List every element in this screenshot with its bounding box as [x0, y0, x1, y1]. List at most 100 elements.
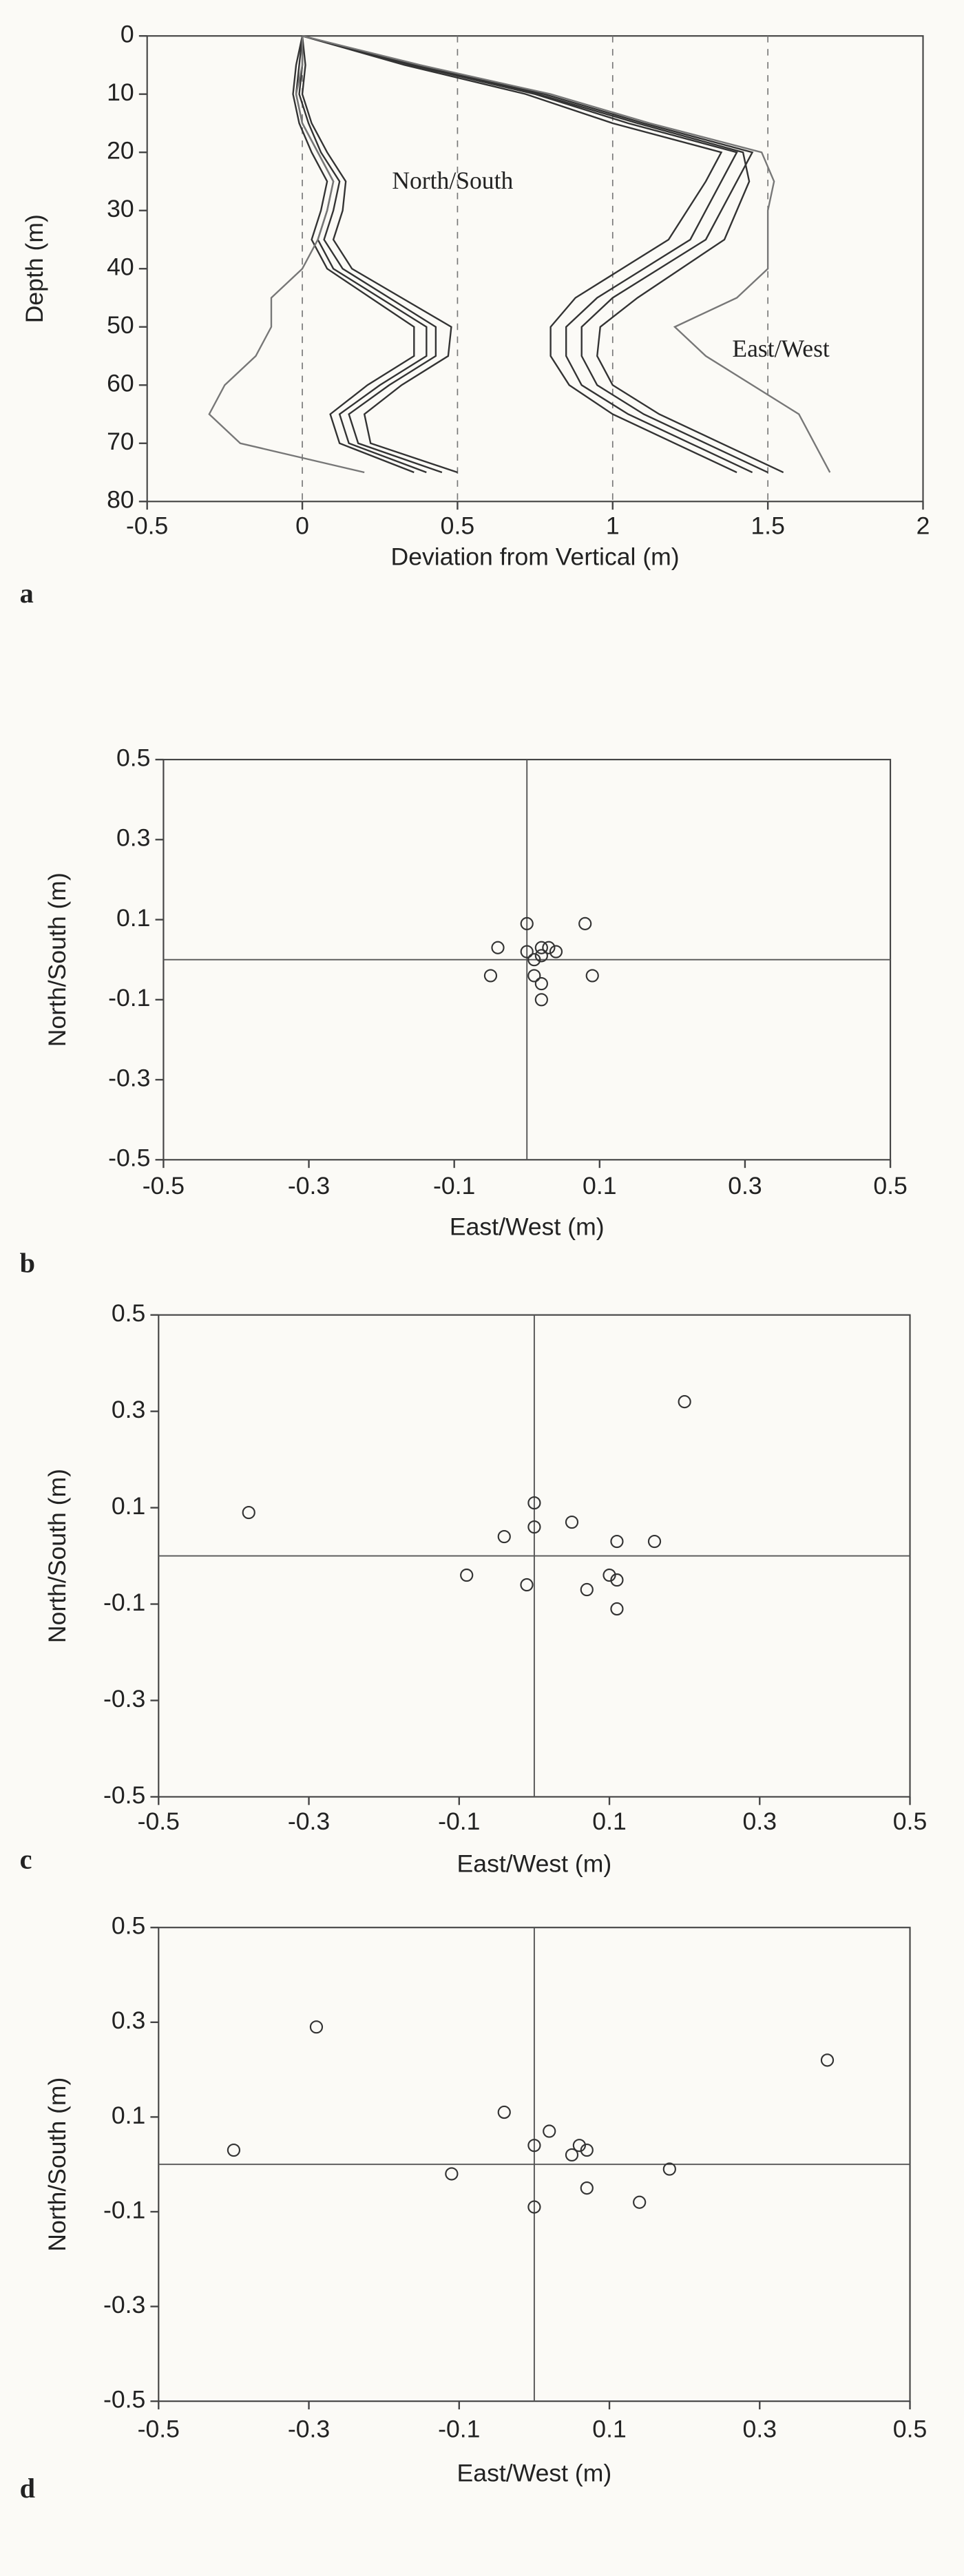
y-axis-label: North/South (m)	[43, 1469, 71, 1643]
x-tick-label: -0.1	[438, 2415, 480, 2442]
point	[460, 1568, 474, 1582]
x-tick-label: 0	[295, 512, 309, 540]
point	[578, 917, 592, 930]
y-tick-label: 30	[107, 195, 134, 222]
point	[491, 941, 505, 954]
x-tick-label: 0.5	[893, 2415, 927, 2442]
point	[549, 945, 563, 959]
x-tick-label: -0.5	[143, 1172, 185, 1200]
profile-line	[298, 36, 443, 474]
panel-label: b	[20, 1248, 35, 1279]
x-tick-label: -0.1	[438, 1808, 480, 1835]
point	[534, 993, 548, 1007]
point	[633, 2195, 647, 2209]
annotation: North/South	[392, 167, 513, 194]
point	[542, 941, 556, 954]
profile-line	[302, 35, 768, 474]
x-tick-label: 1.5	[751, 512, 784, 540]
x-tick-label: 0.5	[873, 1172, 907, 1200]
x-tick-label: 2	[916, 512, 930, 540]
point	[580, 2143, 594, 2157]
point	[543, 2124, 556, 2138]
y-tick-label: 60	[107, 370, 134, 397]
panel-label: a	[20, 578, 34, 609]
y-tick-label: 0.3	[116, 824, 150, 852]
x-tick-label: 0.5	[441, 512, 474, 540]
annotation: East/West	[732, 335, 830, 362]
point	[610, 1534, 624, 1549]
x-tick-label: 1	[606, 512, 620, 540]
panel-label: d	[20, 2473, 35, 2504]
x-axis-label: East/West (m)	[450, 1213, 605, 1240]
profile-line	[295, 36, 428, 474]
x-tick-label: -0.1	[433, 1172, 475, 1200]
y-tick-label: 80	[107, 486, 134, 514]
profile-line	[302, 35, 753, 474]
point	[534, 949, 548, 963]
point	[497, 1529, 511, 1544]
point	[678, 1394, 691, 1409]
point	[527, 1496, 541, 1510]
point	[445, 2167, 459, 2181]
x-tick-label: 0.3	[728, 1172, 762, 1200]
y-tick-label: -0.3	[108, 1064, 150, 1091]
y-tick-label: 0.1	[112, 1492, 145, 1520]
y-tick-label: 0.3	[112, 2007, 145, 2034]
y-tick-label: -0.1	[103, 2196, 145, 2223]
y-axis-label: Depth (m)	[21, 214, 48, 323]
profile-line	[302, 35, 784, 474]
y-tick-label: 0.1	[116, 904, 150, 932]
point	[565, 1515, 579, 1529]
y-tick-label: 0	[120, 21, 134, 48]
y-axis-label: North/South (m)	[43, 872, 71, 1047]
y-tick-label: 50	[107, 311, 134, 339]
x-axis-label: East/West (m)	[457, 2459, 612, 2486]
point	[602, 1568, 616, 1582]
x-tick-label: -0.3	[288, 1172, 330, 1200]
x-tick-label: 0.3	[743, 1808, 777, 1835]
x-tick-label: 0.1	[583, 1172, 616, 1200]
y-tick-label: -0.3	[103, 1685, 145, 1713]
y-tick-label: 70	[107, 428, 134, 455]
y-tick-label: 0.5	[112, 1912, 145, 1940]
y-tick-label: 20	[107, 137, 134, 165]
x-axis-label: East/West (m)	[457, 1850, 612, 1877]
y-tick-label: 40	[107, 253, 134, 281]
point	[580, 2181, 594, 2195]
point	[527, 1520, 541, 1534]
y-tick-label: -0.1	[108, 984, 150, 1012]
plot-frame	[146, 35, 924, 503]
profile-line	[301, 36, 458, 474]
x-tick-label: -0.3	[288, 1808, 330, 1835]
point	[497, 2105, 511, 2119]
x-tick-label: -0.5	[126, 512, 168, 540]
point	[527, 2139, 541, 2153]
y-axis-label: North/South (m)	[43, 2077, 71, 2252]
y-tick-label: -0.1	[103, 1589, 145, 1616]
y-tick-label: -0.5	[108, 1144, 150, 1172]
x-tick-label: 0.5	[893, 1808, 927, 1835]
point	[565, 2148, 579, 2162]
y-tick-label: -0.3	[103, 2291, 145, 2318]
point	[610, 1573, 624, 1587]
point	[242, 1505, 255, 1520]
point	[483, 969, 498, 983]
y-tick-label: -0.5	[103, 2386, 145, 2413]
y-tick-label: 10	[107, 78, 134, 106]
point	[662, 2162, 676, 2176]
profile-line	[292, 35, 415, 474]
point	[527, 2200, 541, 2214]
x-tick-label: -0.5	[138, 1808, 180, 1835]
x-axis-label: Deviation from Vertical (m)	[391, 543, 680, 571]
y-tick-label: -0.5	[103, 1781, 145, 1809]
profile-line	[302, 35, 737, 474]
y-tick-label: 0.3	[112, 1396, 145, 1423]
x-tick-label: 0.1	[592, 2415, 626, 2442]
point	[534, 976, 548, 991]
point	[520, 1578, 534, 1592]
point	[520, 945, 534, 959]
y-tick-label: 0.1	[112, 2102, 145, 2129]
point	[527, 953, 541, 967]
